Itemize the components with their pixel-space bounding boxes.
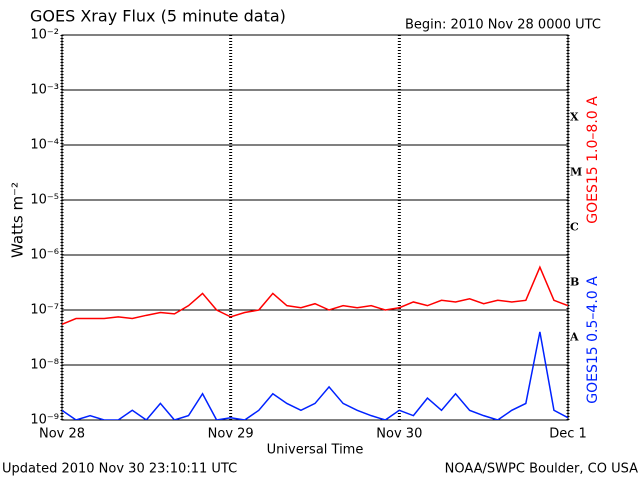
y-tick-label: 10⁻⁴ [30,138,59,153]
class-label: A [569,331,579,344]
y-tick-label: 10⁻⁷ [30,303,59,318]
class-label: C [570,221,579,234]
y-tick-label: 10⁻⁶ [30,248,59,263]
y-tick-label: 10⁻⁹ [30,413,59,428]
y-tick-label: 10⁻⁸ [30,358,59,373]
footer-left: Updated 2010 Nov 30 23:10:11 UTC [2,462,237,477]
chart-title: GOES Xray Flux (5 minute data) [30,7,286,26]
y-axis-label: Watts m⁻² [9,182,27,258]
footer-right: NOAA/SWPC Boulder, CO USA [445,462,638,477]
plot-frame [61,34,569,421]
legend-entry: GOES15 1.0–8.0 A [585,96,601,224]
x-axis-label: Universal Time [267,443,364,458]
class-label: B [570,276,579,289]
x-tick-label: Nov 28 [39,427,85,442]
class-label: M [570,166,582,179]
y-tick-label: 10⁻² [30,28,59,43]
legend-entry: GOES15 0.5–4.0 A [585,276,601,404]
series-line [62,331,568,420]
series-line [62,265,568,325]
y-tick-label: 10⁻⁵ [30,193,59,208]
class-label: X [570,111,579,124]
chart-subtitle: Begin: 2010 Nov 28 0000 UTC [405,18,601,33]
y-tick-label: 10⁻³ [30,83,59,98]
x-tick-label: Dec 1 [549,427,587,442]
x-tick-label: Nov 30 [376,427,422,442]
x-tick-label: Nov 29 [208,427,254,442]
